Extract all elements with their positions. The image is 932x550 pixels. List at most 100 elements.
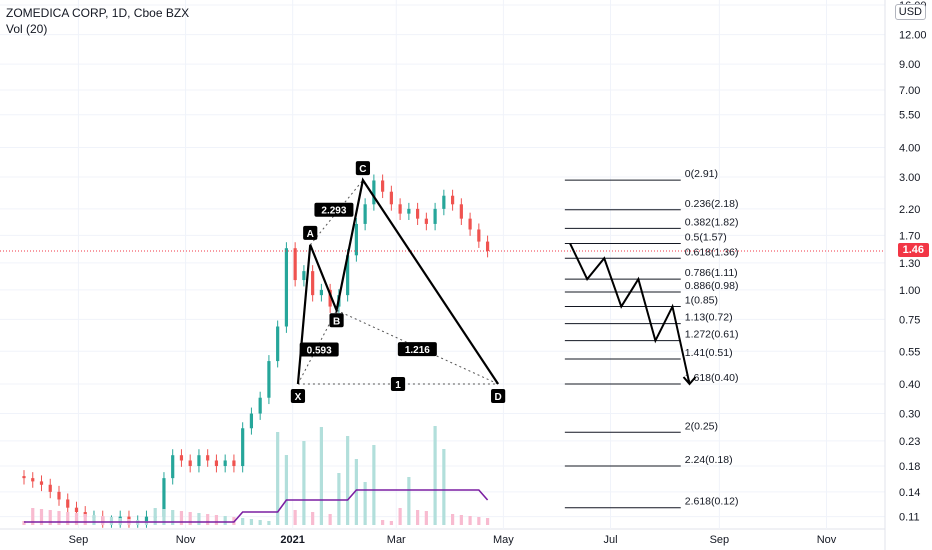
candle-body	[267, 361, 271, 398]
volume-bar	[144, 521, 149, 525]
volume-bar	[363, 482, 367, 525]
volume-bar	[223, 516, 227, 525]
y-tick-label: 1.70	[899, 230, 920, 242]
y-tick-label: 3.00	[899, 172, 920, 184]
candle-body	[206, 455, 210, 461]
candle-body	[276, 326, 280, 362]
fib-level-label: 0.618(1.36)	[685, 246, 739, 258]
volume-bar	[267, 521, 271, 525]
candle-body	[284, 248, 289, 327]
y-tick-label: 2.20	[899, 204, 920, 216]
volume-bar	[276, 432, 280, 525]
candle-body	[389, 191, 393, 205]
projection-path	[569, 243, 691, 385]
x-tick-label: 2021	[280, 534, 304, 546]
volume-bar	[241, 518, 245, 525]
candle-body	[328, 289, 332, 307]
volume-ma-line	[24, 489, 489, 523]
volume-bar	[284, 455, 289, 525]
volume-bar	[328, 514, 332, 525]
pattern-ratio-label: 2.293	[321, 206, 346, 217]
fib-level-label: 1.618(0.40)	[685, 372, 739, 384]
candle-body	[424, 218, 428, 224]
candle-body	[214, 460, 219, 467]
volume-bar	[66, 512, 70, 525]
volume-bar	[424, 511, 428, 525]
candle-body	[354, 223, 358, 256]
candle-body	[459, 204, 463, 219]
last-price-tag: 1.46	[897, 242, 929, 257]
volume-bar	[372, 445, 376, 525]
candle-body	[74, 507, 79, 513]
y-tick-label: 9.00	[899, 59, 920, 71]
volume-bar	[319, 427, 323, 525]
volume-bar	[92, 515, 96, 525]
pattern-point-label-bg	[290, 389, 306, 403]
candle-body	[363, 204, 367, 224]
fib-level-label: 1.13(0.72)	[685, 312, 733, 324]
x-tick-label: Sep	[69, 534, 89, 546]
pattern-point-label-bg	[355, 161, 371, 176]
harmonic-pattern-path	[296, 177, 500, 385]
volume-bar	[39, 509, 44, 525]
volume-bar	[83, 514, 87, 525]
volume-bar	[293, 510, 297, 525]
x-tick-label: Mar	[387, 534, 406, 546]
volume-bar	[109, 517, 114, 525]
pattern-ratio-label-bg	[314, 202, 354, 217]
fib-level-label: 0.236(2.18)	[685, 198, 739, 210]
candle-body	[39, 481, 44, 485]
candle-body	[57, 491, 61, 500]
x-tick-label: Nov	[176, 534, 196, 546]
candle-body	[232, 460, 236, 467]
y-tick-label: 0.40	[899, 379, 920, 391]
pattern-point-label: D	[495, 392, 502, 403]
candle-body	[381, 180, 385, 192]
volume-bar	[433, 426, 437, 525]
candle-body	[407, 208, 411, 214]
candle-body	[188, 460, 192, 467]
x-tick-label: Sep	[710, 534, 730, 546]
y-tick-label: 0.30	[899, 409, 920, 421]
volume-bar	[197, 513, 201, 525]
candle-body	[450, 195, 455, 205]
volume-bar	[302, 441, 306, 525]
candle-body	[144, 516, 149, 522]
volume-bar	[389, 521, 393, 525]
candle-body	[293, 248, 297, 281]
y-tick-label: 0.14	[899, 487, 920, 499]
y-tick-label: 5.50	[899, 110, 920, 122]
currency-scale-button[interactable]: USD	[894, 4, 926, 20]
volume-bar	[206, 514, 210, 525]
candle-body	[241, 428, 245, 467]
candle-body	[433, 208, 437, 224]
volume-bar	[188, 512, 192, 525]
volume-bar	[442, 449, 446, 525]
x-tick-label: Nov	[817, 534, 837, 546]
projection-arrowhead	[682, 376, 697, 386]
volume-bar	[407, 477, 411, 525]
fib-level-label: 2.618(0.12)	[685, 496, 739, 508]
candle-body	[346, 255, 350, 296]
candle-body	[477, 229, 481, 242]
y-tick-label: 7.00	[899, 85, 920, 97]
candle-body	[485, 241, 490, 251]
fib-level-label: 1.272(0.61)	[685, 329, 739, 341]
pattern-point-label-bg	[303, 225, 318, 240]
volume-bar	[179, 511, 184, 525]
pattern-ratio-label: 1	[395, 380, 401, 391]
candle-body	[197, 455, 201, 467]
candle-body	[442, 195, 446, 209]
candle-body	[179, 455, 184, 461]
fib-level-label: 0(2.91)	[685, 168, 718, 180]
candle-body	[48, 484, 52, 492]
volume-bar	[311, 512, 315, 525]
y-tick-label: 0.55	[899, 346, 920, 358]
fib-level-label: 2.24(0.18)	[685, 454, 733, 466]
candle-body	[223, 460, 227, 467]
volume-bar	[214, 515, 219, 525]
candle-body	[372, 180, 376, 205]
y-tick-label: 1.00	[899, 285, 920, 297]
candle-body	[258, 397, 262, 414]
